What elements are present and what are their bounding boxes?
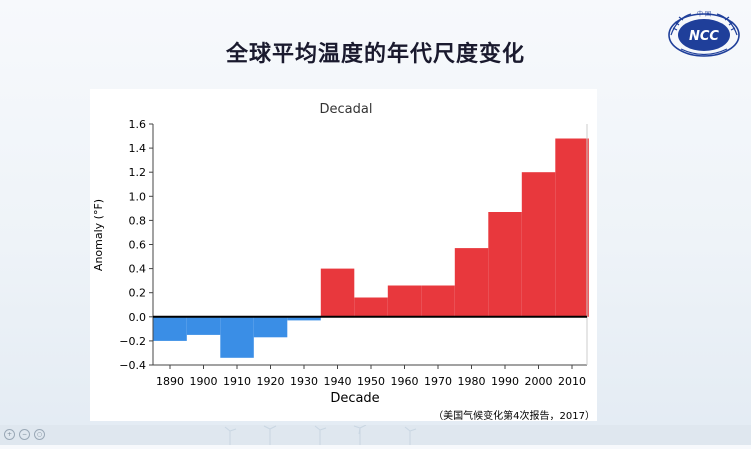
decadal-bar-chart: Decadal Anomaly (°F) Decade −0.4 −0.2 0.0 0… <box>92 102 589 406</box>
y-tick-label: 1.0 <box>129 190 147 203</box>
y-tick-label: 0.6 <box>129 239 147 252</box>
y-tick-label: 1.4 <box>129 142 147 155</box>
y-tick-label: −0.4 <box>119 359 146 372</box>
y-tick-label: 0.8 <box>129 214 147 227</box>
bar-1970 <box>421 285 455 317</box>
bar-1930 <box>287 316 321 321</box>
x-tick-label: 1920 <box>257 375 285 388</box>
viewer-controls: + − ○ <box>4 429 45 441</box>
bar-2010 <box>555 138 589 317</box>
x-tick-label: 1950 <box>357 375 385 388</box>
x-tick-label: 1940 <box>324 375 352 388</box>
bar-1990 <box>488 212 522 317</box>
y-axis-label: Anomaly (°F) <box>92 199 105 271</box>
x-tick-label: 2000 <box>525 375 553 388</box>
zoom-in-icon[interactable]: + <box>4 429 15 440</box>
globe-laurel-emblem-icon <box>668 13 740 57</box>
chart-title: Decadal <box>320 102 373 117</box>
x-axis-label: Decade <box>330 391 379 406</box>
y-tick-label: −0.2 <box>119 335 146 348</box>
logo-top-text: 中 国 <box>697 10 711 18</box>
bar-1950 <box>354 297 388 317</box>
axes-group: −0.4 −0.2 0.0 0.2 0.4 0.6 0.8 1.0 1.2 1.4 1.6 1890 1… <box>119 118 588 388</box>
logo-label: NCC <box>689 29 719 44</box>
ncc-logo: 中 国 NCC <box>668 10 740 57</box>
bar-1940 <box>320 268 355 317</box>
y-tick-label: 1.6 <box>129 118 147 131</box>
x-tick-label: 1990 <box>491 375 519 388</box>
bar-1980 <box>454 248 489 317</box>
bar-1920 <box>253 316 288 338</box>
x-tick-label: 1910 <box>223 375 251 388</box>
bar-group <box>153 138 589 358</box>
y-tick-label: 0.0 <box>129 311 147 324</box>
x-tick-label: 1960 <box>391 375 419 388</box>
x-tick-label: 1980 <box>458 375 486 388</box>
chart-panel: Decadal Anomaly (°F) Decade −0.4 −0.2 0.0 0… <box>90 89 597 421</box>
bottom-decor-strip <box>0 424 751 445</box>
fit-icon[interactable]: ○ <box>34 429 45 440</box>
bar-1960 <box>387 285 422 317</box>
x-tick-label: 1900 <box>190 375 218 388</box>
x-tick-label: 1890 <box>156 375 184 388</box>
y-tick-label: 1.2 <box>129 166 147 179</box>
x-tick-label: 1930 <box>290 375 318 388</box>
bar-1890 <box>153 316 187 341</box>
zoom-out-icon[interactable]: − <box>19 429 30 440</box>
x-tick-label: 2010 <box>558 375 586 388</box>
bar-2000 <box>521 172 556 317</box>
slide-title: 全球平均温度的年代尺度变化 <box>225 42 525 67</box>
bar-1910 <box>220 316 254 358</box>
citation-text: （美国气候变化第4次报告，2017） <box>433 411 595 422</box>
x-tick-label: 1970 <box>424 375 452 388</box>
bar-1900 <box>186 316 221 335</box>
y-tick-label: 0.2 <box>129 287 147 300</box>
wind-turbine-decor-icon <box>224 424 417 445</box>
y-tick-label: 0.4 <box>129 263 147 276</box>
